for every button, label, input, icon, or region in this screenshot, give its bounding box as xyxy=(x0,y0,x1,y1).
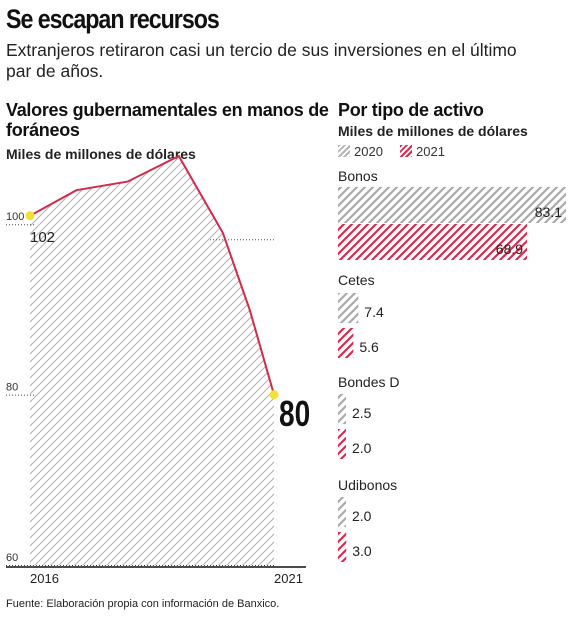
bar-label-2020-2: 2.5 xyxy=(352,405,372,421)
annotation-end-value: 80 xyxy=(279,394,310,434)
bar-chart: Bonos 83.1 68.9 Cetes 7.4 5.6 Bondes D 2.5 2.0 Ud… xyxy=(338,168,566,562)
legend-swatch-2021 xyxy=(400,145,412,157)
bar-label-2020-0: 83.1 xyxy=(535,204,562,220)
y-tick-label-60: 60 xyxy=(6,552,18,564)
bar-label-2021-2: 2.0 xyxy=(352,440,372,456)
bar-label-2021-0: 68.9 xyxy=(496,241,523,257)
category-label-0: Bonos xyxy=(338,168,378,184)
series-line xyxy=(29,154,275,395)
line-chart: 60 80 100 102 80 2016 2021 xyxy=(6,154,310,586)
category-label-3: Udibonos xyxy=(338,477,397,493)
bar-2021-1 xyxy=(338,328,354,358)
bar-2020-0 xyxy=(338,187,566,223)
source-note: Fuente: Elaboración propia con informaci… xyxy=(6,598,280,610)
bar-2020-1 xyxy=(338,293,359,323)
legend-swatch-2020 xyxy=(338,145,350,157)
line-chart-title: Valores gubernamentales en manos de forá… xyxy=(6,100,329,140)
start-point-marker xyxy=(25,211,35,221)
bar-2020-3 xyxy=(338,497,346,527)
subheadline: Extranjeros retiraron casi un tercio de … xyxy=(6,40,517,81)
bar-2021-2 xyxy=(338,429,346,459)
bar-label-2020-3: 2.0 xyxy=(352,508,372,524)
bar-2021-0 xyxy=(338,224,528,260)
bar-2021-3 xyxy=(338,532,347,562)
end-point-marker xyxy=(269,390,279,400)
x-tick-label-start: 2016 xyxy=(30,571,59,586)
category-label-2: Bondes D xyxy=(338,374,399,390)
bar-label-2020-1: 7.4 xyxy=(364,304,384,320)
annotation-start-value: 102 xyxy=(30,229,55,246)
bar-chart-title: Por tipo de activo xyxy=(338,100,484,120)
category-label-1: Cetes xyxy=(338,272,375,288)
bar-label-2021-1: 5.6 xyxy=(359,339,379,355)
y-tick-label-100: 100 xyxy=(6,211,24,223)
headline: Se escapan recursos xyxy=(6,4,220,34)
legend-item-2020: 2020 xyxy=(338,144,383,159)
bar-chart-unit: Miles de millones de dólares xyxy=(338,123,528,139)
legend-label-2020: 2020 xyxy=(354,144,383,159)
x-tick-label-end: 2021 xyxy=(274,571,303,586)
legend-label-2021: 2021 xyxy=(416,144,445,159)
bar-2020-2 xyxy=(338,394,346,424)
area-fill xyxy=(30,156,274,565)
y-tick-label-80: 80 xyxy=(6,382,18,394)
bar-label-2021-3: 3.0 xyxy=(352,543,372,559)
line-chart-unit: Miles de millones de dólares xyxy=(6,146,196,162)
legend-item-2021: 2021 xyxy=(400,144,445,159)
